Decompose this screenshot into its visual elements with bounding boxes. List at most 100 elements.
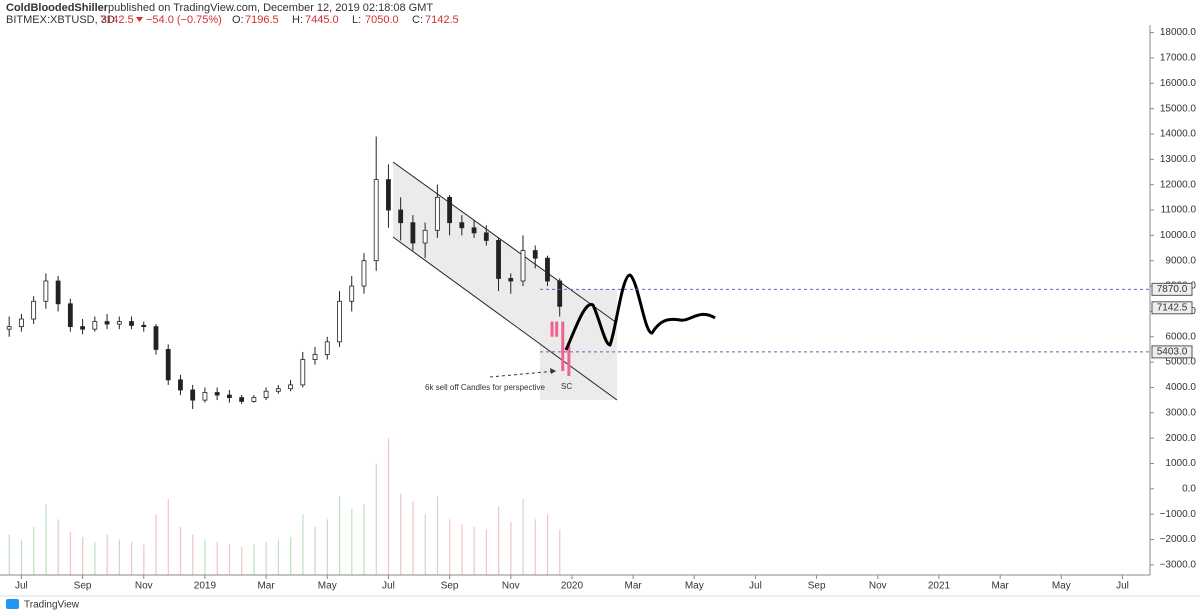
x-tick-label: Mar <box>992 581 1010 592</box>
volume-bar <box>131 542 133 575</box>
candle-body <box>239 397 245 402</box>
volume-bar <box>155 514 157 575</box>
x-tick-label: Sep <box>808 581 826 592</box>
volume-bar <box>546 514 549 575</box>
x-tick-label: May <box>318 581 337 592</box>
volume-bar <box>412 501 414 575</box>
candle-body <box>104 321 110 325</box>
volume-bar <box>338 496 341 575</box>
y-tick-label: 12000.0 <box>1160 179 1197 190</box>
volume-bar <box>277 539 280 575</box>
x-tick-label: 2020 <box>561 581 584 592</box>
x-tick-label: May <box>1052 581 1071 592</box>
sell-off-candle <box>561 321 565 371</box>
volume-bar <box>20 539 23 575</box>
annotation: SC <box>561 382 572 391</box>
volume-bar <box>106 534 108 575</box>
y-tick-label: 6000.0 <box>1165 331 1196 342</box>
candle-body <box>67 303 73 328</box>
symbol-line: BITMEX:XBTUSD, 3D 7142.5 −54.0 (−0.75%) … <box>6 14 459 26</box>
sell-off-candle <box>567 345 571 377</box>
publisher: ColdBloodedShiller <box>6 2 109 14</box>
volume-bar <box>94 542 96 575</box>
x-tick-label: Nov <box>502 581 520 592</box>
volume-bar <box>534 519 536 575</box>
candle-body <box>508 278 514 282</box>
candle-body <box>178 379 183 391</box>
ohlc-label: H: <box>292 14 303 26</box>
down-arrow <box>136 17 143 22</box>
candle-body <box>153 326 159 350</box>
x-tick-label: Sep <box>74 581 92 592</box>
candle-body <box>141 324 147 328</box>
channel-lower <box>392 236 618 401</box>
last: 7142.5 <box>100 14 134 26</box>
annotation: 6k sell off Candles for perspective <box>425 383 545 392</box>
candle-body <box>471 227 477 234</box>
y-tick-label: 15000.0 <box>1160 103 1197 114</box>
brand: TradingView <box>24 600 80 611</box>
level-label: 5403.0 <box>1157 347 1188 358</box>
volume-bar <box>179 526 182 575</box>
volume-bar <box>559 529 561 575</box>
candle-body <box>190 389 196 401</box>
y-tick-label: 11000.0 <box>1161 205 1197 216</box>
candle-body <box>312 354 318 360</box>
volume-bar <box>375 463 377 575</box>
candle-body <box>483 232 489 241</box>
ohlc-value: 7196.5 <box>245 14 279 26</box>
volume-bar <box>510 521 512 575</box>
sell-off-candle <box>550 321 554 337</box>
volume-bar <box>33 526 35 575</box>
channel-upper <box>392 161 618 324</box>
x-tick-label: Sep <box>441 581 459 592</box>
projected-path <box>564 273 716 351</box>
volume-bar <box>118 539 120 575</box>
volume-bar <box>302 514 304 575</box>
volume-bar <box>314 526 316 575</box>
y-tick-label: −1000.0 <box>1160 509 1197 520</box>
level-label: 7870.0 <box>1157 284 1188 295</box>
x-tick-label: Jul <box>749 581 762 592</box>
candle-body <box>459 222 465 229</box>
ohlc-value: 7142.5 <box>425 14 459 26</box>
y-tick-label: 10000.0 <box>1160 230 1197 241</box>
volume-bar <box>326 519 328 575</box>
volume-bar <box>522 498 524 575</box>
volume-bar <box>228 544 231 575</box>
candle-body <box>43 280 49 302</box>
candle-body <box>434 196 440 231</box>
sell-off-candle <box>555 321 559 337</box>
candle-body <box>80 326 85 330</box>
candle-body <box>373 179 379 262</box>
candle-body <box>6 326 12 330</box>
candle-body <box>447 196 453 224</box>
y-tick-label: 4000.0 <box>1165 382 1196 393</box>
y-tick-label: 3000.0 <box>1165 407 1196 418</box>
last-price-label: 7142.5 <box>1157 302 1188 313</box>
annotation-arrow <box>489 370 557 378</box>
y-tick-label: 9000.0 <box>1165 255 1196 266</box>
level-label-box <box>1151 345 1193 359</box>
candle-body <box>202 392 208 401</box>
candle-body <box>520 250 526 282</box>
ohlc-value: 7050.0 <box>365 14 399 26</box>
y-tick-label: −3000.0 <box>1160 560 1197 571</box>
volume-bar <box>167 498 169 575</box>
volume-bar <box>216 542 218 575</box>
candle-body <box>275 388 281 392</box>
volume-bar <box>253 544 255 575</box>
candle-body <box>545 257 550 282</box>
x-tick-label: 2021 <box>928 581 951 592</box>
x-tick-label: Nov <box>869 581 887 592</box>
volume-bar <box>400 493 402 575</box>
x-tick-label: May <box>685 581 704 592</box>
candle-body <box>31 300 37 320</box>
y-tick-label: 0.0 <box>1182 483 1196 494</box>
candle-body <box>386 179 391 211</box>
volume-bar <box>45 504 47 575</box>
candle-body <box>398 209 404 224</box>
volume-bar <box>436 496 439 575</box>
